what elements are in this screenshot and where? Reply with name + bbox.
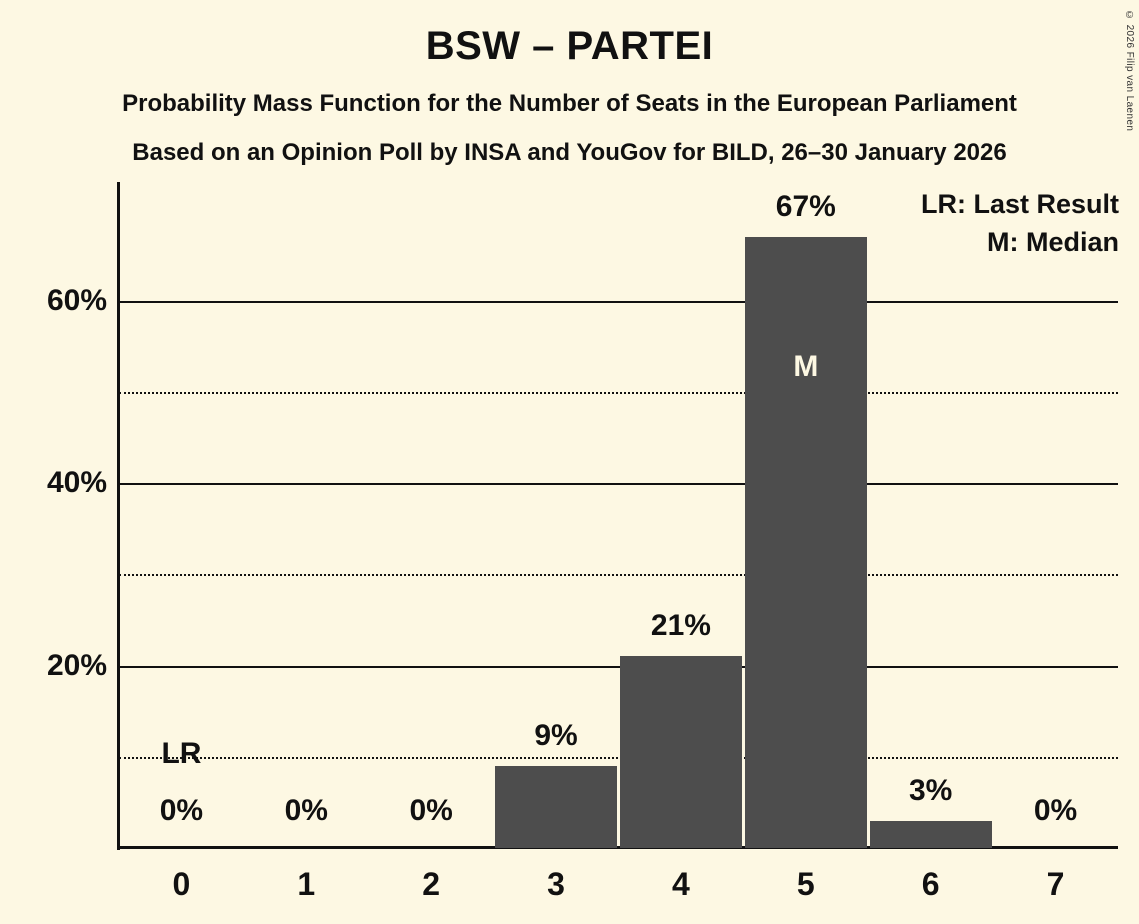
- chart-subtitle: Probability Mass Function for the Number…: [122, 90, 1017, 117]
- bar-value-label-2: 0%: [409, 794, 453, 827]
- legend-item-last-result: LR: Last Result: [920, 189, 1119, 219]
- bar-seat-3: [495, 765, 617, 848]
- gridline-major: [119, 300, 1118, 303]
- x-axis-tick-label-2: 2: [422, 866, 441, 902]
- y-axis-tick-label: 60%: [46, 283, 107, 317]
- gridline-minor: [119, 756, 1118, 759]
- bar-value-label-5: 67%: [775, 189, 836, 223]
- x-axis-tick-label-6: 6: [921, 866, 940, 902]
- x-axis-tick-label-7: 7: [1046, 866, 1065, 902]
- gridline-major: [119, 483, 1118, 486]
- title-block: BSW – PARTEI Probability Mass Function f…: [0, 0, 1139, 165]
- x-axis-tick-label-1: 1: [297, 866, 316, 902]
- bar-value-label-4: 21%: [650, 609, 711, 643]
- x-axis-tick-label-3: 3: [547, 866, 565, 902]
- y-axis-tick-label: 20%: [46, 648, 107, 682]
- bar-value-label-0: 0%: [159, 794, 204, 827]
- bar-seat-6: [869, 820, 992, 848]
- median-marker: M: [793, 349, 819, 383]
- page-title: BSW – PARTEI: [425, 24, 714, 68]
- copyright-notice: © 2026 Filip van Laenen: [1124, 10, 1135, 132]
- plot-area: 20% 40% 60% 0% LR 0% 0% 9% 21% 67% M 3% 0%: [47, 182, 1118, 848]
- bar-value-label-6: 3%: [909, 773, 953, 807]
- gridline-minor: [119, 391, 1118, 394]
- gridline-major: [119, 665, 1118, 668]
- x-axis-tick-label-5: 5: [796, 866, 815, 902]
- x-axis-tick-label-0: 0: [172, 866, 191, 902]
- x-axis-line: [119, 846, 1118, 849]
- chart-source-line: Based on an Opinion Poll by INSA and You…: [132, 139, 1007, 166]
- bar-seat-5: [744, 236, 867, 848]
- bar-value-label-7: 0%: [1033, 794, 1078, 827]
- legend-item-median: M: Median: [987, 226, 1119, 257]
- gridline-minor: [119, 574, 1118, 577]
- y-axis-line: [117, 182, 120, 850]
- last-result-marker: LR: [161, 736, 202, 770]
- bar-value-label-1: 0%: [284, 794, 328, 827]
- y-axis-tick-label: 40%: [46, 466, 107, 500]
- chart-legend: LR: Last Result M: Median: [921, 186, 1119, 262]
- x-axis-tick-label-4: 4: [672, 866, 690, 902]
- bar-value-label-3: 9%: [534, 718, 578, 752]
- bar-seat-4: [620, 656, 742, 848]
